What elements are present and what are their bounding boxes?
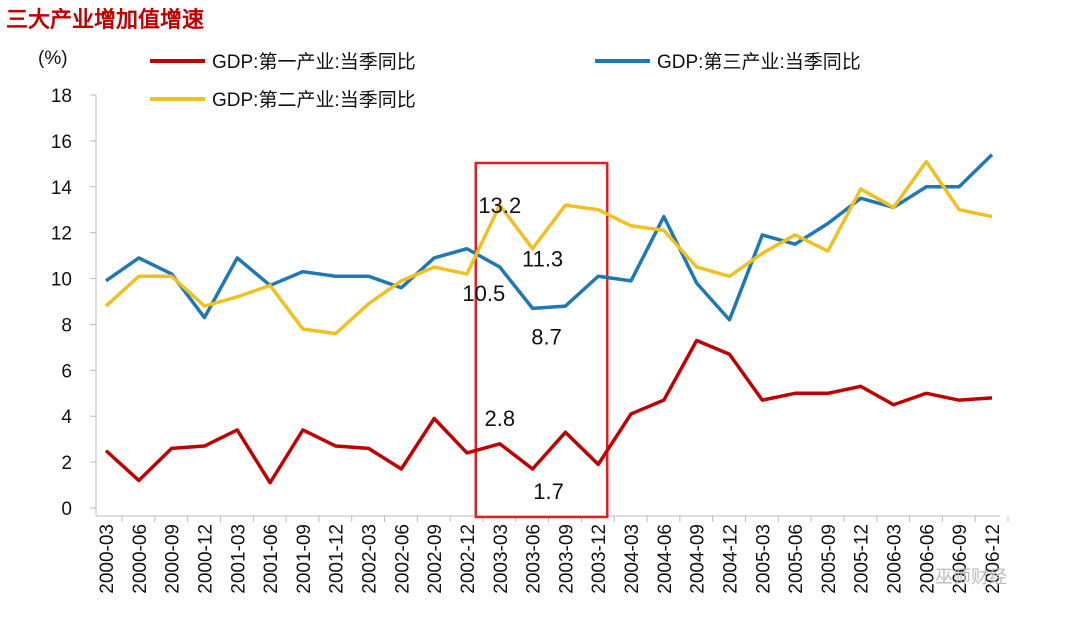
data-label: 13.2 (478, 193, 521, 218)
data-label: 2.8 (484, 406, 515, 431)
x-tick-label: 2006-09 (950, 524, 971, 594)
x-tick-label: 2003-06 (524, 524, 545, 594)
x-tick-label: 2002-06 (392, 524, 413, 594)
data-label: 11.3 (522, 247, 563, 272)
x-tick-label: 2006-12 (983, 524, 1004, 594)
x-tick-label: 2000-09 (163, 524, 184, 594)
legend: GDP:第一产业:当季同比 GDP:第三产业:当季同比 GDP:第二产业:当季同比 (150, 51, 861, 111)
x-tick-label: 2002-12 (458, 524, 479, 594)
legend-label: GDP:第三产业:当季同比 (657, 51, 861, 73)
x-tick-label: 2001-06 (261, 524, 282, 594)
y-tick-label: 0 (61, 499, 72, 520)
series-lines (104, 153, 994, 485)
x-tick-label: 2003-12 (589, 524, 610, 594)
highlight-rect (474, 161, 609, 519)
x-tick-label: 2006-06 (917, 524, 938, 594)
axes: 0 2 4 6 8 10 12 14 16 18 2000-03 2000-06 2000-09 2000… (51, 86, 1009, 594)
y-tick-label: 12 (51, 224, 72, 245)
series-line-1 (104, 338, 993, 485)
x-tick-label: 2000-06 (130, 524, 151, 594)
y-tick-label: 16 (51, 132, 72, 153)
y-axis-label: (%) (38, 48, 68, 69)
y-tick-label: 10 (51, 270, 72, 291)
highlight-box (474, 161, 609, 519)
series-line-2 (104, 153, 994, 322)
x-tick-label: 2001-03 (228, 524, 249, 594)
x-tick-label: 2005-09 (819, 524, 840, 594)
series-line-3 (104, 159, 993, 336)
x-tick-label: 2005-03 (753, 524, 774, 594)
y-tick-label: 18 (51, 86, 72, 107)
x-tick-label: 2000-12 (195, 524, 216, 594)
y-tick-label: 4 (61, 407, 72, 428)
x-tick-label: 2005-06 (786, 524, 807, 594)
chart-title: 三大产业增加值增速 (6, 7, 204, 33)
x-tick-label: 2006-03 (885, 524, 906, 594)
x-tick-label: 2004-09 (688, 524, 709, 594)
y-tick-label: 14 (51, 178, 73, 199)
y-tick-label: 2 (61, 453, 72, 474)
x-tick-label: 2003-09 (556, 524, 577, 594)
x-tick-label: 2005-12 (852, 524, 873, 594)
x-tick-label: 2001-12 (327, 524, 348, 594)
x-tick-label: 2004-12 (720, 524, 741, 594)
x-tick-label: 2004-06 (655, 524, 676, 594)
y-tick-label: 6 (61, 361, 72, 382)
x-tick-label: 2004-03 (622, 524, 643, 594)
x-tick-label: 2003-03 (491, 524, 512, 594)
x-tick-label: 2002-09 (425, 524, 446, 594)
data-labels: 13.2 11.3 10.5 8.7 2.8 1.7 (462, 193, 564, 504)
legend-label: GDP:第一产业:当季同比 (212, 51, 416, 73)
x-tick-label: 2001-09 (294, 524, 315, 594)
x-tick-label: 2002-03 (360, 524, 381, 594)
watermark: 巫师财经 (935, 567, 1007, 587)
data-label: 10.5 (462, 281, 505, 306)
legend-label: GDP:第二产业:当季同比 (212, 89, 416, 111)
data-label: 1.7 (533, 479, 564, 504)
x-tick-label: 2000-03 (97, 524, 118, 594)
data-label: 8.7 (531, 324, 562, 349)
y-tick-label: 8 (61, 315, 72, 336)
